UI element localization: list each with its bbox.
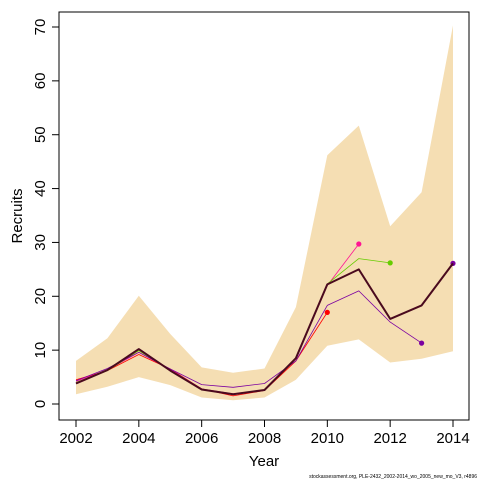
x-axis-title: Year [249,453,279,470]
series-endpoint-4 [419,340,425,346]
x-tick-label-2: 2006 [185,430,218,447]
series-endpoint-2 [356,241,362,247]
x-tick-label-1: 2004 [122,430,155,447]
series-line-4 [75,290,422,388]
series-layer [75,241,456,397]
confidence-band-layer [76,25,453,401]
y-tick-label-5: 50 [32,126,49,143]
axes-layer: 2002 2004 2006 2008 2010 2012 2014 0 10 20 30 40 50 6… [32,19,470,447]
x-tick-label-0: 2002 [59,430,92,447]
footer-note: stockassessment.org, PLE-2432_2002-2014_… [309,474,477,480]
confidence-band [76,25,453,401]
y-tick-label-6: 60 [32,73,49,90]
x-tick-label-5: 2012 [373,430,406,447]
y-axis-title: Recruits [9,188,26,243]
y-tick-label-4: 40 [32,180,49,197]
series-endpoint-3 [387,260,393,266]
x-tick-label-4: 2010 [311,430,344,447]
y-tick-label-0: 0 [32,400,49,408]
y-tick-label-1: 10 [32,342,49,359]
y-tick-label-3: 30 [32,234,49,251]
x-tick-label-6: 2014 [436,430,469,447]
y-tick-label-2: 20 [32,288,49,305]
y-tick-label-7: 70 [32,19,49,36]
x-tick-label-3: 2008 [248,430,281,447]
plot-frame [58,11,470,421]
series-endpoint-1 [324,309,330,315]
series-line-0 [75,262,454,396]
